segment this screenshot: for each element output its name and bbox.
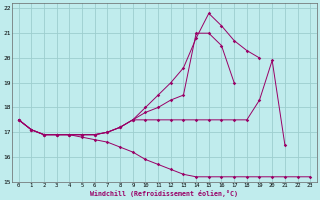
X-axis label: Windchill (Refroidissement éolien,°C): Windchill (Refroidissement éolien,°C) <box>91 190 238 197</box>
